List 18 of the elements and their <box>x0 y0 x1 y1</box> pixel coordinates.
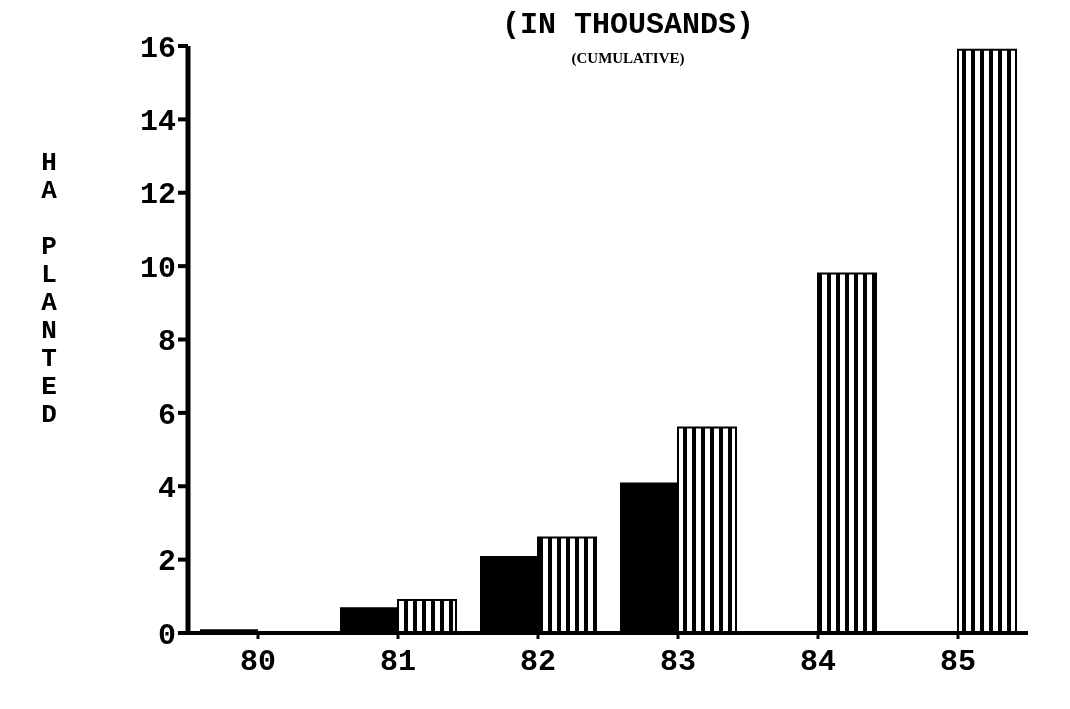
y-tick-label: 8 <box>157 325 176 360</box>
y-tick-label: 16 <box>139 31 176 66</box>
y-tick-label: 14 <box>139 105 176 140</box>
x-tick-label: 84 <box>799 645 837 680</box>
y-axis-title: HA PLANTED <box>34 148 64 428</box>
x-tick-label: 82 <box>519 645 557 680</box>
x-tick-label: 81 <box>379 645 417 680</box>
y-tick-label: 10 <box>139 251 176 286</box>
chart-title: (IN THOUSANDS) <box>500 8 755 42</box>
x-tick-label: 80 <box>239 645 277 680</box>
chart-subtitle: (CUMULATIVE) <box>570 50 686 67</box>
x-tick-label: 85 <box>939 645 977 680</box>
y-tick-label: 6 <box>157 398 176 433</box>
x-tick-label: 83 <box>659 645 697 680</box>
y-tick-label: 0 <box>157 618 176 653</box>
y-tick-label: 2 <box>157 545 176 580</box>
y-tick-label: 4 <box>157 471 176 506</box>
y-tick-label: 12 <box>139 178 176 213</box>
